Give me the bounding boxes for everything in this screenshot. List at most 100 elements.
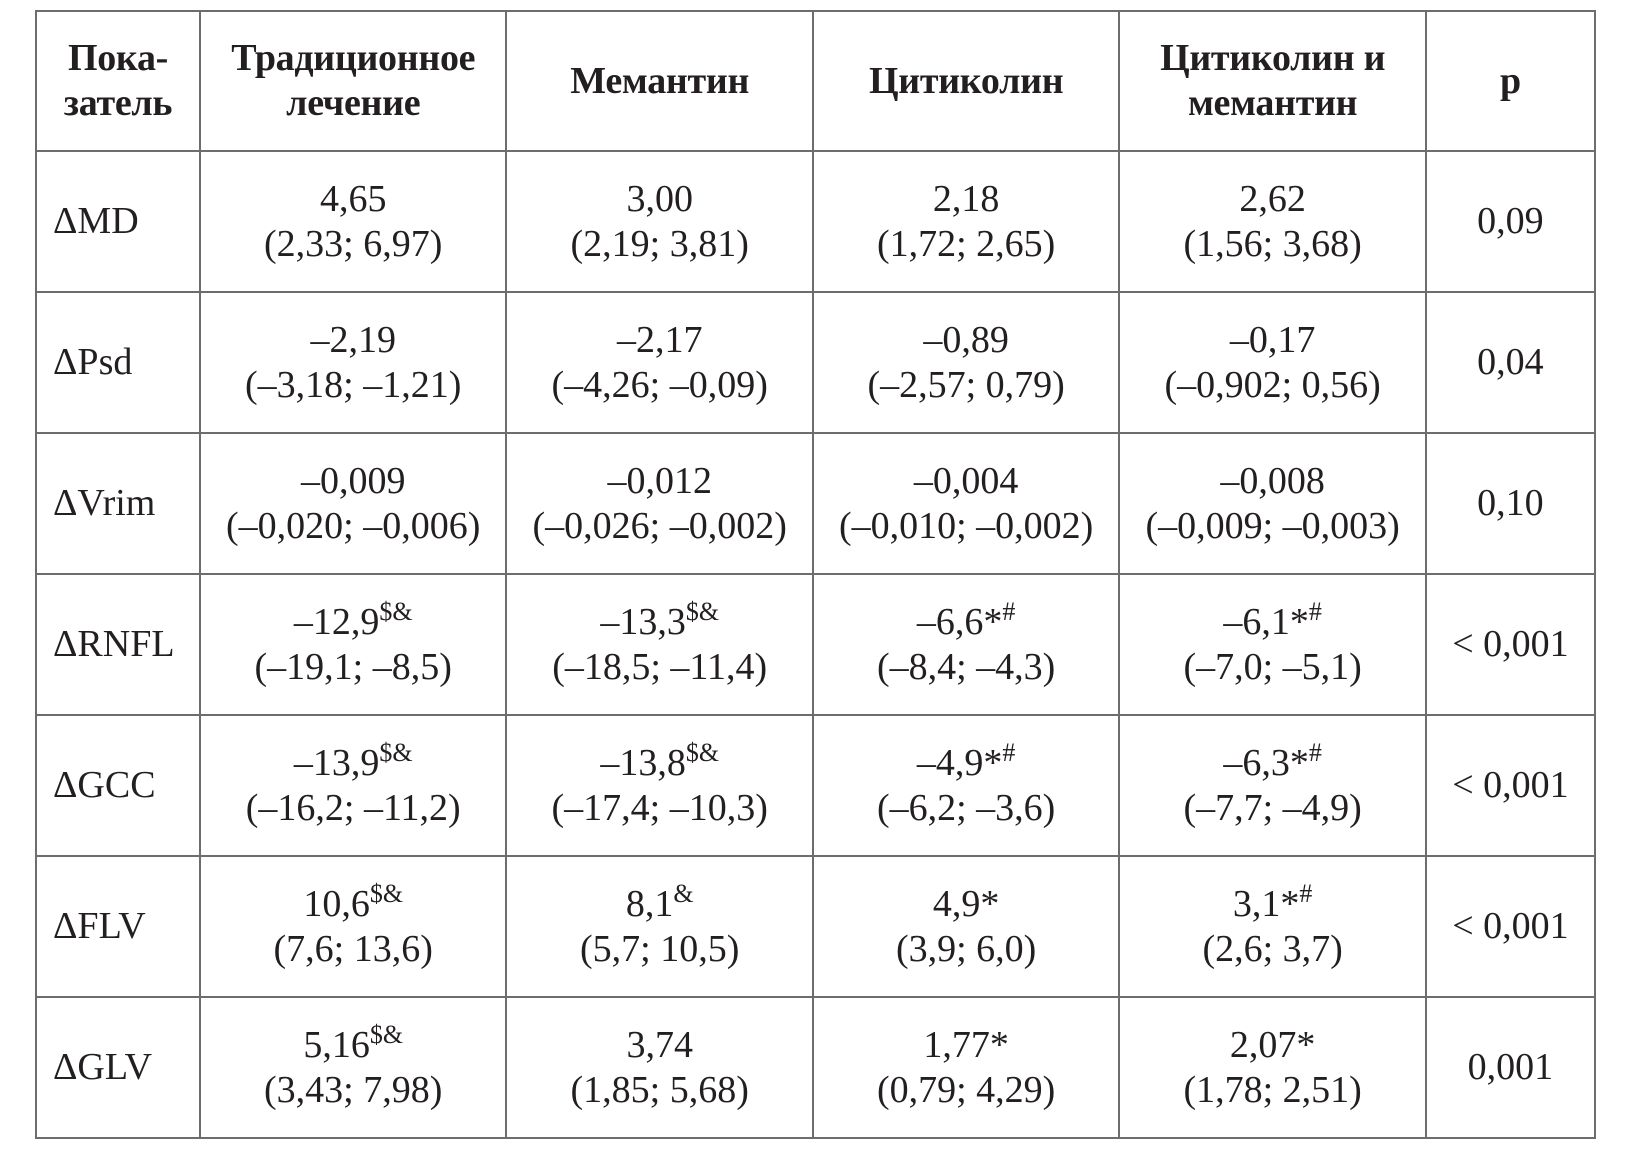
indicator-cell: ΔVrim	[35, 432, 201, 575]
range-line: (–18,5; –11,4)	[552, 645, 768, 688]
median-line: –2,17	[511, 318, 807, 363]
value-cell-memantine: 3,74 (1,85; 5,68)	[505, 996, 814, 1139]
median-value: –0,89	[923, 318, 1009, 361]
median-line: –2,19	[205, 318, 501, 363]
range-line: (5,7; 10,5)	[580, 927, 740, 970]
value-cell-traditional: 5,16$& (3,43; 7,98)	[198, 996, 508, 1139]
significance-marker: &	[673, 878, 694, 908]
value-cell-memantine: –0,012 (–0,026; –0,002)	[505, 432, 814, 575]
header-memantine-line1: Мемантин	[570, 59, 750, 102]
median-line: –0,012	[511, 459, 807, 504]
median-line: –4,9*#	[818, 737, 1114, 786]
significance-marker: #	[1308, 596, 1322, 626]
value-cell-combined: 3,1*# (2,6; 3,7)	[1118, 855, 1427, 998]
header-citicoline: Цитиколин	[811, 10, 1121, 152]
indicator-cell: ΔRNFL	[35, 573, 201, 716]
header-p: p	[1424, 10, 1597, 152]
median-value: –6,1*	[1223, 600, 1309, 643]
median-value: 4,9*	[932, 882, 1000, 925]
range-line: (–2,57; 0,79)	[867, 363, 1065, 406]
median-value: 3,1*	[1232, 882, 1300, 925]
value-cell-memantine: –13,8$& (–17,4; –10,3)	[505, 714, 814, 857]
median-line: –13,9$&	[205, 737, 501, 786]
range-line: (–7,7; –4,9)	[1183, 786, 1362, 829]
significance-marker: $&	[369, 1019, 404, 1049]
range-line: (–6,2; –3,6)	[876, 786, 1056, 829]
range-line: (–4,26; –0,09)	[551, 363, 768, 406]
median-line: 2,07*	[1124, 1023, 1420, 1068]
data-table: Пока- затель Традиционное лечение Мемант…	[35, 10, 1597, 1139]
indicator-cell: ΔPsd	[35, 291, 201, 434]
indicator-cell: ΔFLV	[35, 855, 201, 998]
range-line: (–0,026; –0,002)	[532, 504, 787, 547]
value-cell-memantine: 3,00 (2,19; 3,81)	[505, 150, 814, 293]
value-cell-traditional: 4,65 (2,33; 6,97)	[198, 150, 508, 293]
median-value: 1,77*	[923, 1023, 1009, 1066]
median-line: –0,008	[1124, 459, 1420, 504]
value-cell-citicoline: –0,004 (–0,010; –0,002)	[811, 432, 1121, 575]
significance-marker: #	[1308, 737, 1322, 767]
median-value: 5,16	[303, 1023, 370, 1066]
header-citicoline-line1: Цитиколин	[868, 59, 1064, 102]
range-line: (3,9; 6,0)	[895, 927, 1037, 970]
median-value: –12,9	[293, 600, 380, 643]
range-line: (3,43; 7,98)	[264, 1068, 443, 1111]
median-line: –0,009	[205, 459, 501, 504]
median-value: –13,3	[600, 600, 686, 643]
header-traditional-line2: лечение	[286, 82, 421, 124]
range-line: (1,78; 2,51)	[1183, 1068, 1362, 1111]
value-cell-combined: –0,17 (–0,902; 0,56)	[1118, 291, 1427, 434]
header-indicator: Пока- затель	[35, 10, 201, 152]
table-row: ΔGLV 5,16$& (3,43; 7,98) 3,74 (1,85; 5,68) 1,…	[35, 996, 1597, 1139]
table-row: ΔMD 4,65 (2,33; 6,97) 3,00 (2,19; 3,81) 2,18(…	[35, 150, 1597, 293]
median-line: 3,1*#	[1124, 878, 1420, 927]
value-cell-memantine: 8,1& (5,7; 10,5)	[505, 855, 814, 998]
median-line: 10,6$&	[205, 880, 501, 927]
range-line: (–8,4; –4,3)	[876, 645, 1056, 688]
median-value: 4,65	[319, 177, 387, 220]
range-line: (2,19; 3,81)	[570, 222, 749, 265]
median-line: 8,1&	[511, 878, 807, 927]
median-value: 2,07*	[1229, 1023, 1316, 1066]
value-cell-citicoline: 2,18 (1,72; 2,65)	[811, 150, 1121, 293]
table-row: ΔRNFL –12,9$& (–19,1; –8,5) –13,3$& (–18,5; …	[35, 573, 1597, 716]
range-line: (7,6; 13,6)	[273, 927, 433, 970]
significance-marker: #	[1299, 878, 1313, 908]
median-line: 1,77*	[818, 1023, 1114, 1068]
indicator-cell: ΔGLV	[35, 996, 201, 1139]
significance-marker: $&	[379, 596, 413, 626]
median-line: 2,18	[818, 177, 1114, 222]
table-row: ΔGCC –13,9$& (–16,2; –11,2) –13,8$& (–17,4; …	[35, 714, 1597, 857]
p-value-cell: 0,09	[1424, 150, 1597, 293]
median-value: –0,008	[1220, 459, 1325, 502]
significance-marker: #	[1002, 737, 1016, 767]
range-line: (1,85; 5,68)	[570, 1068, 749, 1111]
header-combined: Цитиколин и мемантин	[1118, 10, 1427, 152]
header-row: Пока- затель Традиционное лечение Мемант…	[35, 10, 1597, 152]
median-line: –6,6*#	[818, 598, 1114, 645]
median-value: –0,012	[607, 459, 712, 502]
median-value: –2,17	[616, 318, 703, 361]
median-line: 3,74	[511, 1023, 807, 1068]
value-cell-combined: –0,008 (–0,009; –0,003)	[1118, 432, 1427, 575]
median-line: –6,1*#	[1124, 596, 1420, 645]
header-indicator-line2: затель	[63, 82, 173, 124]
median-line: 3,00	[511, 177, 807, 222]
value-cell-citicoline: 4,9* (3,9; 6,0)	[811, 855, 1121, 998]
p-value-cell: < 0,001	[1424, 573, 1597, 716]
significance-marker: $&	[685, 596, 720, 626]
median-value: 2,62	[1239, 177, 1306, 220]
value-cell-traditional: 10,6$& (7,6; 13,6)	[198, 855, 508, 998]
median-value: –0,17	[1229, 318, 1316, 361]
p-value-cell: < 0,001	[1424, 714, 1597, 857]
value-cell-combined: 2,07* (1,78; 2,51)	[1118, 996, 1427, 1139]
significance-marker: $&	[379, 737, 413, 767]
range-line: (–0,009; –0,003)	[1145, 504, 1400, 547]
median-value: 8,1	[625, 882, 674, 925]
range-line: (–3,18; –1,21)	[245, 363, 462, 406]
p-value-cell: < 0,001	[1424, 855, 1597, 998]
median-line: –13,3$&	[511, 596, 807, 645]
header-p-line1: p	[1500, 59, 1521, 102]
table-row: ΔFLV 10,6$& (7,6; 13,6) 8,1& (5,7; 10,5) 4,9*…	[35, 855, 1597, 998]
table-row: ΔPsd –2,19 (–3,18; –1,21) –2,17 (–4,26; –0,0…	[35, 291, 1597, 434]
